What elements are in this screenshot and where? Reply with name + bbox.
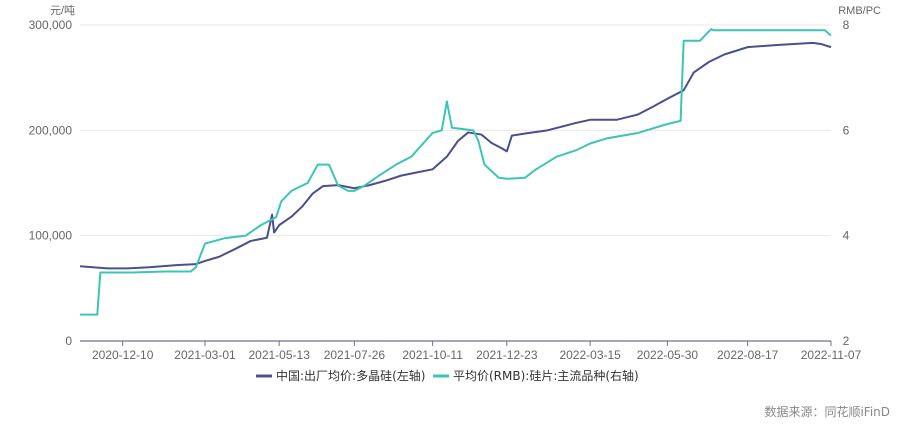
x-tick-label: 2022-11-07 <box>801 348 862 362</box>
right-axis-unit: RMB/PC <box>838 5 881 17</box>
legend-label: 中国:出厂均价:多晶硅(左轴) <box>276 368 425 383</box>
series-line-1 <box>79 41 832 270</box>
legend: 中国:出厂均价:多晶硅(左轴) 平均价(RMB):硅片:主流品种(右轴) <box>256 368 639 383</box>
x-tick-label: 2021-12-23 <box>476 348 538 362</box>
x-tick-label: 2021-05-13 <box>248 348 310 362</box>
series-line-2 <box>80 28 832 316</box>
series-lines <box>79 28 832 316</box>
left-axis-unit: 元/吨 <box>50 4 75 17</box>
data-source-note: 数据来源：同花顺iFinD <box>764 404 890 419</box>
y-right-tick-label: 4 <box>843 229 850 243</box>
x-tick-label: 2020-12-10 <box>92 348 154 362</box>
y-left-tick-label: 100,000 <box>29 229 73 243</box>
x-tick-label: 2021-03-01 <box>174 348 236 362</box>
y-right-tick-label: 2 <box>843 334 850 348</box>
x-tick-label: 2021-07-26 <box>324 348 386 362</box>
axes: 元/吨 RMB/PC <box>50 4 881 342</box>
y-left-tick-label: 300,000 <box>29 18 73 32</box>
x-tick-label: 2021-10-11 <box>402 348 463 362</box>
x-tick-label: 2022-05-30 <box>637 348 699 362</box>
legend-label: 平均价(RMB):硅片:主流品种(右轴) <box>453 368 639 383</box>
y-right-tick-label: 6 <box>843 123 850 137</box>
grid <box>80 24 831 237</box>
tick-labels: 0 100,000 200,000 300,000 2 4 6 8 2020-12-10 2021… <box>29 18 862 362</box>
y-right-tick-label: 8 <box>843 18 850 32</box>
y-left-tick-label: 0 <box>65 334 72 348</box>
x-tick-label: 2022-03-15 <box>559 348 621 362</box>
y-left-tick-label: 200,000 <box>29 123 73 137</box>
x-tick-label: 2022-08-17 <box>717 348 779 362</box>
